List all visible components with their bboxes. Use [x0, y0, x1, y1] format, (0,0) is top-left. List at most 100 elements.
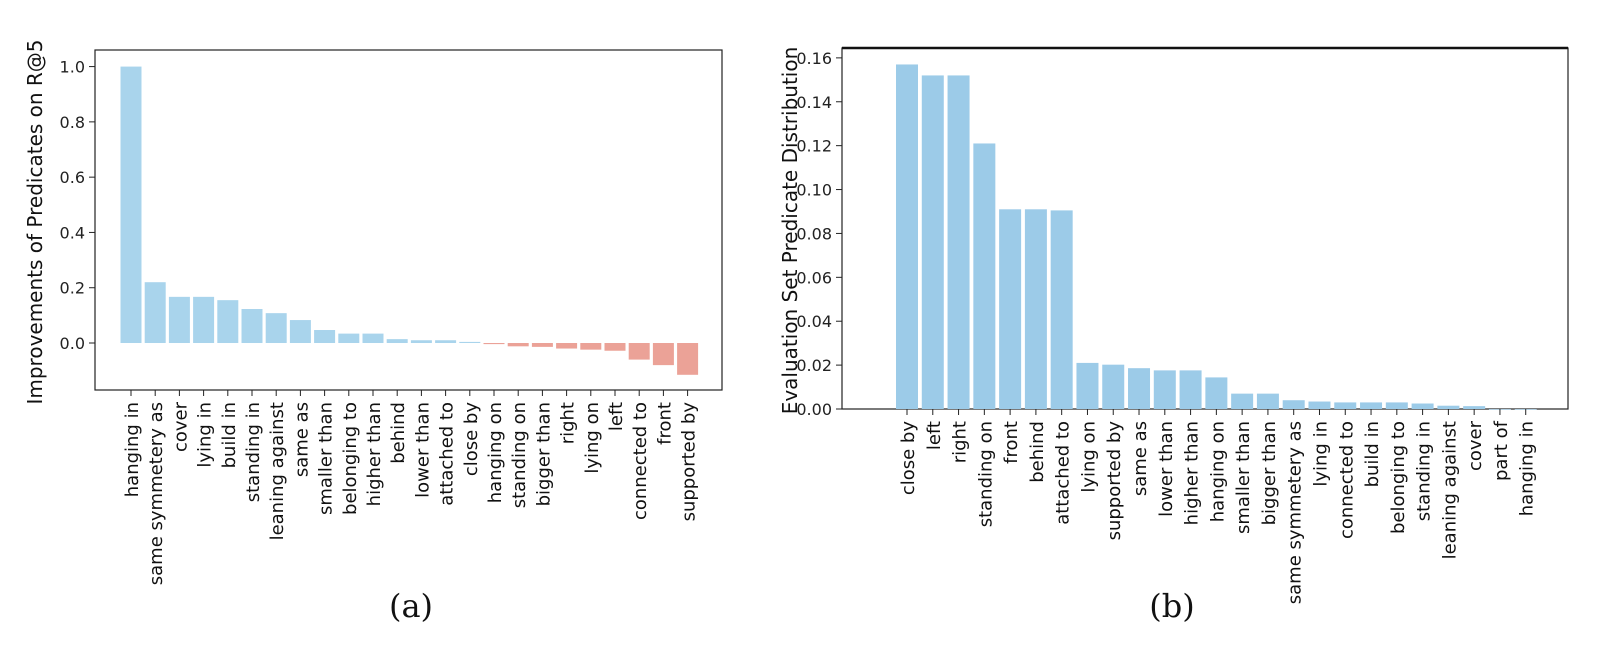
x-tick-label: lying in	[1310, 421, 1331, 487]
bar	[1385, 402, 1408, 409]
x-tick-label: close by	[461, 402, 482, 477]
bar	[1179, 370, 1202, 409]
x-tick-label: belonging to	[340, 402, 361, 515]
chart-panel-a: 0.0 0.2 0.4 0.6 0.8 1.0 Improvements of Predic…	[23, 39, 723, 625]
bar	[921, 75, 944, 409]
bar	[435, 340, 457, 344]
bar	[628, 343, 650, 360]
bar	[338, 333, 360, 344]
bar	[1282, 400, 1305, 409]
bar	[386, 339, 408, 344]
x-tick-label: higher than	[364, 402, 385, 506]
bar	[144, 282, 166, 344]
x-tick-label: lying in	[195, 402, 216, 468]
bar	[1102, 364, 1125, 409]
x-tick-label: hanging in	[122, 402, 143, 497]
bar	[1308, 401, 1331, 409]
x-tick-label: standing in	[243, 402, 264, 502]
y-tick-label: 0.14	[796, 93, 832, 112]
bar	[314, 330, 336, 344]
x-tick-label: connected to	[630, 402, 651, 520]
x-tick-label: leaning against	[267, 402, 288, 540]
x-tick-label: close by	[898, 421, 919, 496]
y-tick-label: 0.16	[796, 49, 832, 68]
bar	[556, 343, 578, 349]
x-tick-label: smaller than	[316, 402, 337, 515]
bar	[1024, 209, 1047, 409]
bar	[1437, 405, 1460, 409]
x-tick-label: bigger than	[1259, 421, 1280, 525]
x-tick-label: supported by	[679, 402, 700, 522]
y-tick-label: 0.02	[796, 356, 832, 375]
x-tick-label: standing in	[1414, 421, 1435, 521]
bar	[1360, 402, 1383, 409]
x-tick-label: supported by	[1104, 421, 1125, 541]
x-tick-label: attached to	[437, 402, 458, 506]
x-tick-label: front	[1001, 421, 1022, 464]
bar	[1076, 362, 1099, 409]
y-tick-label: 0.4	[60, 223, 85, 242]
x-tick-label: right	[950, 421, 971, 463]
bar	[999, 209, 1022, 409]
bar	[289, 320, 311, 344]
x-tick-label: attached to	[1053, 421, 1074, 525]
x-tick-label: same as	[291, 402, 312, 477]
y-tick-label: 0.08	[796, 224, 832, 243]
bar	[1411, 403, 1434, 409]
x-tick-label: standing on	[975, 421, 996, 527]
x-tick-label: standing on	[509, 402, 530, 508]
bar	[1128, 368, 1151, 409]
bar	[677, 343, 699, 375]
y-tick-label: 0.6	[60, 168, 85, 187]
x-tick-label: leaning against	[1439, 421, 1460, 559]
x-tick-label: left	[606, 402, 627, 431]
bar	[1463, 406, 1486, 409]
y-tick-label: 1.0	[60, 58, 85, 77]
y-tick-label: 0.04	[796, 312, 832, 331]
y-tick-label: 0.06	[796, 268, 832, 287]
x-tick-label: left	[924, 421, 945, 450]
x-tick-label: hanging in	[1517, 421, 1538, 516]
bar	[580, 343, 602, 350]
bar	[168, 296, 190, 344]
bar	[1050, 210, 1073, 409]
bar	[896, 64, 918, 409]
x-tick-label: hanging on	[1207, 421, 1228, 522]
x-tick-label: lying on	[1078, 421, 1099, 493]
bar	[1256, 393, 1279, 409]
bar	[652, 343, 674, 366]
x-tick-label: cover	[170, 401, 191, 452]
x-tick-label: lying on	[582, 402, 603, 474]
x-tick-label: cover	[1465, 420, 1486, 471]
x-tick-label: connected to	[1336, 421, 1357, 539]
x-tick-label: build in	[219, 402, 240, 468]
x-tick-label: bigger than	[533, 402, 554, 506]
bar	[1231, 393, 1254, 409]
y-axis-label: Evaluation Set Predicate Distribution	[778, 47, 802, 415]
bar	[265, 313, 287, 344]
x-tick-label: lower than	[412, 402, 433, 498]
bar	[483, 343, 505, 345]
panel-label: (b)	[1149, 587, 1194, 625]
bar	[1205, 377, 1228, 409]
bar	[217, 300, 239, 344]
bar	[193, 296, 215, 344]
x-tick-label: same symmetery as	[146, 402, 167, 585]
x-tick-label: build in	[1362, 421, 1383, 487]
bar	[459, 341, 481, 344]
x-tick-label: higher than	[1182, 421, 1203, 525]
x-tick-label: part of	[1491, 420, 1512, 481]
bar	[947, 75, 970, 409]
bar	[1153, 370, 1176, 409]
bar	[531, 343, 553, 347]
x-tick-label: hanging on	[485, 402, 506, 503]
bar	[507, 343, 529, 347]
x-tick-label: lower than	[1156, 421, 1177, 517]
x-tick-label: same symmetery as	[1285, 421, 1306, 604]
bar	[973, 143, 996, 409]
bar	[1334, 402, 1357, 409]
y-tick-label: 0.0	[60, 334, 85, 353]
plot-frame	[94, 49, 723, 391]
y-tick-label: 0.12	[796, 137, 832, 156]
